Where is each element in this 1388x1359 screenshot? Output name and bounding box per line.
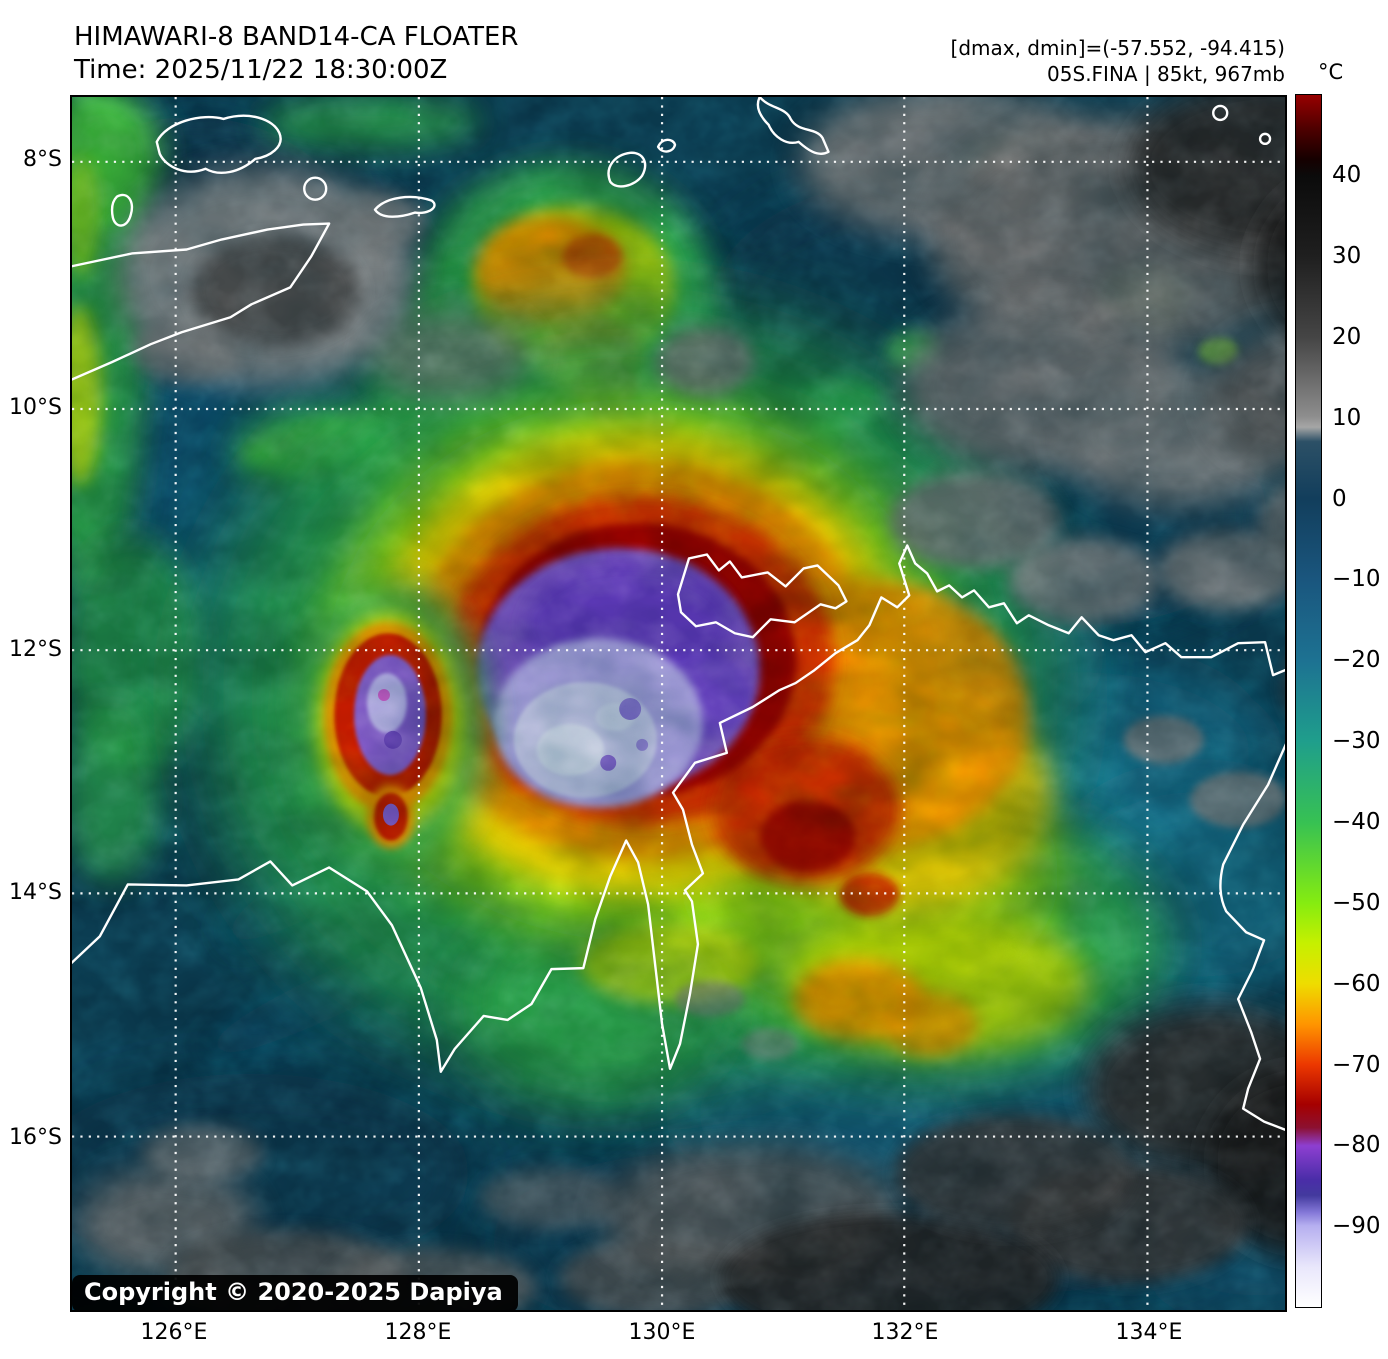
lat-label-12s: 12°S: [9, 637, 62, 662]
lat-label-14s: 14°S: [9, 880, 62, 905]
lon-label-130e: 130°E: [628, 1320, 696, 1345]
colorbar-tick-m20: −20: [1332, 647, 1381, 673]
coastline-tiny-island-2: [1258, 132, 1272, 146]
coastline-tiny-island-1: [1212, 104, 1229, 122]
header-right-info: [dmax, dmin]=(-57.552, -94.415) 05S.FINA…: [951, 35, 1285, 87]
colorbar-tick-m70: −70: [1332, 1052, 1381, 1078]
lat-label-10s: 10°S: [9, 395, 62, 420]
colorbar-tick-m50: −50: [1332, 890, 1381, 916]
storm-info-readout: 05S.FINA | 85kt, 967mb: [1047, 62, 1285, 86]
colorbar-tick-30: 30: [1332, 243, 1362, 269]
colorbar-tick-m30: −30: [1332, 728, 1381, 754]
lon-label-128e: 128°E: [384, 1320, 452, 1345]
coastline-wetar-island: [155, 114, 282, 174]
coastline-small-island-5: [656, 138, 677, 153]
page-subtitle-time: Time: 2025/11/22 18:30:00Z: [74, 55, 448, 85]
coastline-small-island-2: [303, 176, 328, 201]
coastline-small-island-3: [373, 195, 436, 218]
noise-texture-dark: [72, 97, 1285, 1310]
lon-label-126e: 126°E: [140, 1320, 208, 1345]
colorbar-unit-label: °C: [1318, 60, 1344, 84]
colorbar-tick-m40: −40: [1332, 809, 1381, 835]
colorbar-tick-10: 10: [1332, 405, 1362, 431]
coastline-melville-island: [676, 553, 848, 639]
satellite-map: Copyright © 2020-2025 Dapiya: [70, 95, 1287, 1312]
coastline-australia-north: [72, 544, 1285, 1073]
satellite-image: [72, 97, 1285, 1310]
colorbar-tick-m60: −60: [1332, 971, 1381, 997]
colorbar-tick-m10: −10: [1332, 566, 1381, 592]
lon-label-132e: 132°E: [871, 1320, 939, 1345]
lat-label-16s: 16°S: [9, 1125, 62, 1150]
lat-label-8s: 8°S: [23, 147, 62, 172]
coastline-timor: [72, 222, 331, 381]
colorbar-tick-20: 20: [1332, 324, 1362, 350]
colorbar-tick-m80: −80: [1332, 1132, 1381, 1158]
coastline-carpentaria: [1219, 743, 1285, 1131]
colorbar-tick-0: 0: [1332, 486, 1347, 512]
coastline-overlay: [72, 97, 1285, 1131]
colorbar-gradient: [1295, 94, 1322, 1308]
page-title: HIMAWARI-8 BAND14-CA FLOATER: [74, 22, 519, 52]
dmax-dmin-readout: [dmax, dmin]=(-57.552, -94.415): [950, 36, 1285, 60]
gridlines: [72, 97, 1285, 1310]
colorbar-tick-40: 40: [1332, 162, 1362, 188]
coastline-small-island-1: [110, 193, 134, 227]
coastline-banda-islands: [756, 97, 830, 155]
lon-label-134e: 134°E: [1115, 1320, 1183, 1345]
coastline-small-island-4: [607, 151, 647, 188]
copyright-badge: Copyright © 2020-2025 Dapiya: [72, 1275, 518, 1310]
colorbar-tick-m90: −90: [1332, 1213, 1381, 1239]
